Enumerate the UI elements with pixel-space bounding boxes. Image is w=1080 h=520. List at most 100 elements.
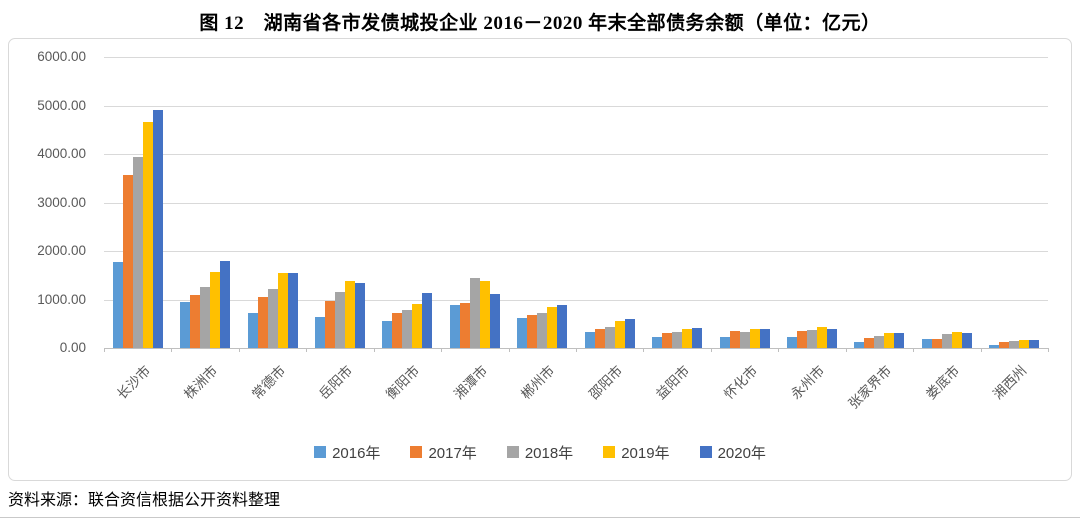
bar-2020年-娄底市 <box>961 333 972 348</box>
x-tick-label: 株洲市 <box>181 362 221 403</box>
x-tickmark <box>980 348 982 352</box>
x-tickmark <box>441 348 443 352</box>
bar-2020年-株洲市 <box>220 261 231 348</box>
bar-2019年-郴州市 <box>547 306 558 348</box>
bar-2020年-常德市 <box>287 272 298 348</box>
bar-2020年-郴州市 <box>557 305 568 348</box>
bar-2018年-邵阳市 <box>604 327 615 348</box>
chart-title: 图 12 湖南省各市发债城投企业 2016－2020 年末全部债务余额（单位：亿… <box>199 13 881 34</box>
x-tickmark <box>373 348 375 352</box>
bar-2020年-湘西州 <box>1029 340 1040 348</box>
bar-2018年-株洲市 <box>200 287 211 348</box>
bar-2016年-衡阳市 <box>382 320 393 348</box>
bar-2017年-湘潭市 <box>459 302 470 348</box>
x-tick-label: 娄底市 <box>923 362 963 403</box>
chart-frame: 0.00 1000.00 2000.00 3000.00 4000.00 5000.00 6… <box>8 38 1072 481</box>
bar-2019年-长沙市 <box>142 122 153 348</box>
bar-2017年-怀化市 <box>729 330 740 348</box>
bar-2017年-湘西州 <box>999 342 1010 348</box>
legend-item: 2016年 <box>314 442 380 463</box>
x-tick-label: 邵阳市 <box>585 362 626 403</box>
bar-2018年-郴州市 <box>537 312 548 348</box>
legend-item: 2017年 <box>410 442 477 463</box>
gridline <box>104 57 1048 58</box>
bar-2017年-株洲市 <box>190 294 201 348</box>
bar-2016年-湘潭市 <box>449 304 460 348</box>
bar-2020年-邵阳市 <box>624 319 635 348</box>
bar-2018年-永州市 <box>807 329 817 348</box>
bar-2019年-湘潭市 <box>479 280 490 348</box>
x-tickmark <box>1048 348 1049 352</box>
bar-2016年-郴州市 <box>517 317 528 348</box>
bar-2020年-怀化市 <box>759 329 770 348</box>
bar-2019年-怀化市 <box>749 328 760 348</box>
bar-2017年-衡阳市 <box>392 312 403 348</box>
legend: 2016年 2017年 2018年 2019年 2020年 <box>9 439 1071 465</box>
bar-2017年-岳阳市 <box>325 301 335 348</box>
y-tick-label: 5000.00 <box>37 97 86 113</box>
x-tick-label: 湘潭市 <box>451 362 491 403</box>
bar-2017年-娄底市 <box>931 339 942 348</box>
bar-2018年-衡阳市 <box>402 309 413 348</box>
bar-2019年-岳阳市 <box>345 280 355 348</box>
bar-2018年-湘西州 <box>1009 341 1020 348</box>
bar-2020年-永州市 <box>827 329 837 348</box>
bar-2020年-衡阳市 <box>422 293 433 348</box>
x-tick-label: 永州市 <box>788 362 828 403</box>
bar-2017年-益阳市 <box>662 333 673 348</box>
bar-2016年-株洲市 <box>180 301 191 348</box>
gridline <box>104 251 1048 252</box>
bar-2016年-永州市 <box>787 337 797 348</box>
x-tick-label: 益阳市 <box>653 362 693 403</box>
x-tick-label: 衡阳市 <box>383 362 423 403</box>
bar-2019年-株洲市 <box>210 272 221 348</box>
bar-2020年-张家界市 <box>894 332 905 348</box>
gridline <box>104 202 1048 204</box>
legend-label: 2018年 <box>524 444 574 462</box>
bar-2019年-益阳市 <box>682 328 693 348</box>
bar-2017年-郴州市 <box>527 314 538 348</box>
legend-swatch <box>699 446 712 458</box>
bar-2016年-益阳市 <box>652 336 663 348</box>
bar-2019年-衡阳市 <box>412 304 423 348</box>
bar-2018年-娄底市 <box>941 334 952 348</box>
bar-2019年-邵阳市 <box>614 321 625 348</box>
bar-2019年-张家界市 <box>884 332 895 348</box>
x-tick-label: 岳阳市 <box>316 362 356 403</box>
bar-2016年-怀化市 <box>719 336 730 348</box>
bar-2018年-张家界市 <box>874 335 885 348</box>
bar-2018年-湘潭市 <box>469 278 480 348</box>
bar-2016年-常德市 <box>247 312 258 348</box>
legend-label: 2017年 <box>428 444 477 462</box>
bar-2016年-娄底市 <box>921 338 932 348</box>
x-tickmark <box>845 348 847 352</box>
x-tickmark <box>104 348 105 352</box>
legend-swatch <box>314 446 327 458</box>
bar-2016年-张家界市 <box>854 341 865 348</box>
x-tickmark <box>508 348 510 352</box>
x-tickmark <box>913 348 915 352</box>
bar-2019年-常德市 <box>277 273 288 348</box>
gridline <box>104 105 1048 107</box>
y-tick-label: 6000.00 <box>37 49 86 64</box>
legend-label: 2020年 <box>717 444 766 462</box>
x-tick-label: 湘西州 <box>990 362 1030 403</box>
y-tick-label: 1000.00 <box>37 291 86 307</box>
bar-2019年-娄底市 <box>951 332 962 348</box>
bar-2019年-湘西州 <box>1019 339 1030 348</box>
bar-2016年-邵阳市 <box>584 331 595 348</box>
legend-label: 2019年 <box>621 444 670 462</box>
bar-2019年-永州市 <box>817 327 827 348</box>
gridline <box>104 299 1048 301</box>
x-tick-label: 常德市 <box>248 362 288 403</box>
x-tick-label: 怀化市 <box>720 362 760 403</box>
x-tickmark <box>643 348 645 352</box>
bar-2016年-长沙市 <box>112 261 123 348</box>
bottom-divider <box>0 517 1080 518</box>
legend-item: 2018年 <box>506 442 574 463</box>
legend-item: 2019年 <box>603 442 670 463</box>
x-tick-label: 郴州市 <box>518 362 558 403</box>
legend-label: 2016年 <box>332 444 381 462</box>
legend-swatch <box>603 446 616 458</box>
plot-area <box>104 57 1049 352</box>
